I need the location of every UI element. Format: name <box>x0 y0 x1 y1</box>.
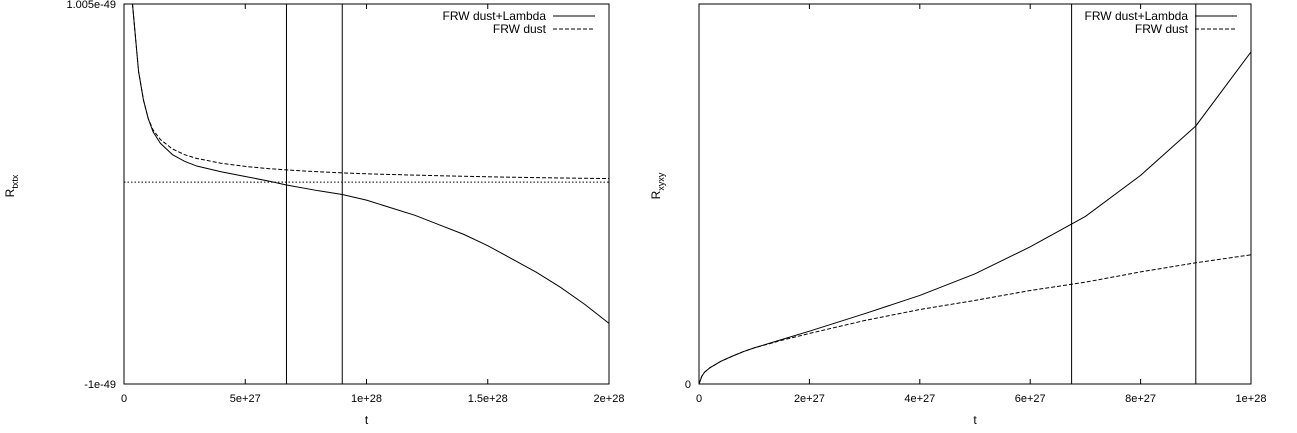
series-line-2 <box>699 254 1251 384</box>
x-tick-label: 4e+27 <box>904 393 935 405</box>
y-axis-label-subscript: txtx <box>10 174 20 189</box>
series-line-2 <box>131 4 609 180</box>
legend-label: FRW dust+Lambda <box>1085 9 1189 23</box>
plot-area <box>699 4 1251 384</box>
y-axis-label: Rxyxy <box>649 172 666 199</box>
x-tick-label: 8e+27 <box>1125 393 1156 405</box>
legend-label: FRW dust <box>1135 22 1189 36</box>
series-line-1 <box>699 51 1251 384</box>
chart-panel-2: 0 2e+27 4e+27 6e+27 8e+27 1e+28 0 t Rxyxy FRW dus… <box>649 3 1267 427</box>
x-tick-label: 0 <box>696 393 702 405</box>
plot-frame <box>123 3 610 385</box>
x-tick-label: 6e+27 <box>1015 393 1046 405</box>
y-axis-label-subscript: xyxy <box>656 172 666 191</box>
x-tick-label: 5e+27 <box>230 393 261 405</box>
x-axis-label: t <box>365 413 369 427</box>
legend-label: FRW dust+Lambda <box>443 9 547 23</box>
x-tick-label: 2e+28 <box>594 393 625 405</box>
y-tick-label: 0 <box>685 379 691 391</box>
legend-label: FRW dust <box>493 22 547 36</box>
chart-panel-1: 0 5e+27 1e+28 1.5e+28 2e+28 -1e-49 1.005e-49 t R… <box>3 0 624 427</box>
y-axis-label: Rtxtx <box>3 174 20 197</box>
y-axis-label-main: R <box>649 190 663 199</box>
x-tick-label: 2e+27 <box>794 393 825 405</box>
y-tick-label: 1.005e-49 <box>66 0 116 11</box>
y-tick-label: -1e-49 <box>84 379 116 391</box>
plot-frame <box>698 3 1252 385</box>
y-axis-label-main: R <box>3 188 17 197</box>
x-tick-label: 1e+28 <box>1236 393 1267 405</box>
plot-area <box>124 4 609 384</box>
x-tick-label: 1.5e+28 <box>468 393 508 405</box>
x-tick-label: 1e+28 <box>351 393 382 405</box>
x-axis-label: t <box>973 413 977 427</box>
x-tick-label: 0 <box>121 393 127 405</box>
series-line-1 <box>131 4 609 324</box>
